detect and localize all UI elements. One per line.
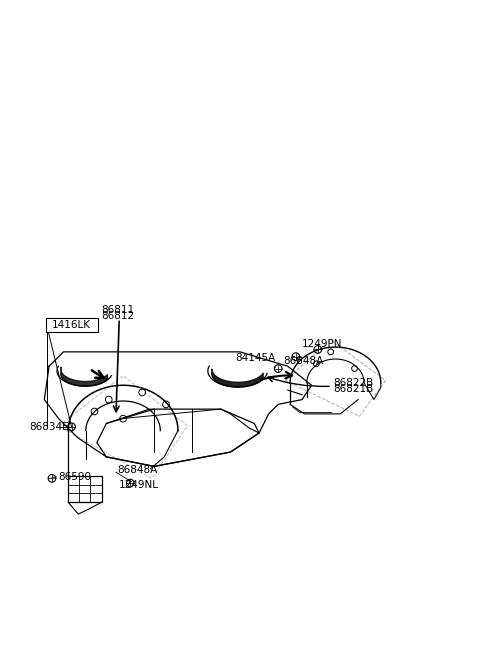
Text: 1416LK: 1416LK <box>52 320 91 331</box>
Text: 86834E: 86834E <box>29 422 69 432</box>
Text: 86812: 86812 <box>102 311 135 321</box>
Text: 86848A: 86848A <box>117 465 157 475</box>
Text: 86811: 86811 <box>102 305 135 315</box>
FancyBboxPatch shape <box>46 318 98 333</box>
Text: 86821B: 86821B <box>333 384 373 394</box>
Text: 86590: 86590 <box>59 472 92 482</box>
Text: 1249NL: 1249NL <box>119 480 159 491</box>
Text: 86822B: 86822B <box>333 378 373 388</box>
Text: 86848A: 86848A <box>283 356 323 367</box>
Text: 84145A: 84145A <box>235 354 276 367</box>
Text: 1249PN: 1249PN <box>302 338 343 349</box>
